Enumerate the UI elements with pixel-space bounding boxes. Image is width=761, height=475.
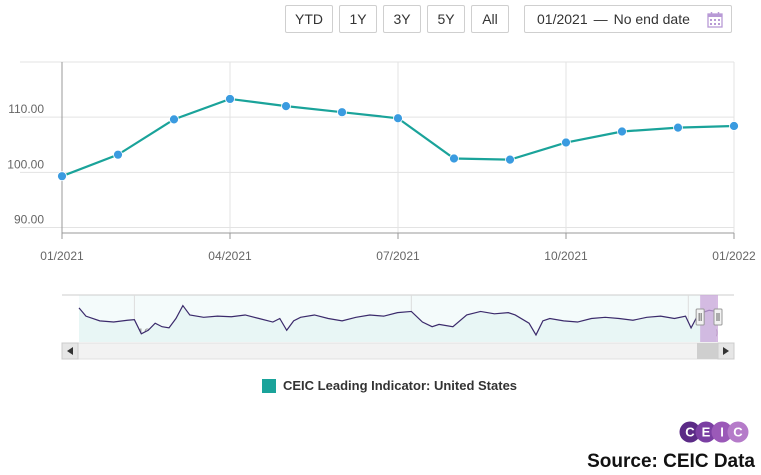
data-point: [673, 122, 683, 133]
navigator-layer: 198020002020: [61, 294, 735, 360]
scrollbar-track[interactable]: [61, 342, 735, 360]
range-3y-button[interactable]: 3Y: [383, 5, 421, 33]
x-tick-label: 01/2022: [712, 249, 756, 263]
y-tick-label: 110.00: [8, 102, 44, 116]
navigator-selection[interactable]: [700, 295, 718, 342]
range-ytd-button[interactable]: YTD: [285, 5, 333, 33]
logo-letter-i: I: [720, 425, 724, 440]
label-layer: 90.00 100.00 110.00 01/2021 04/2021 07/2021 10…: [7, 102, 756, 263]
range-all-button[interactable]: All: [471, 5, 509, 33]
data-point: [561, 137, 571, 148]
legend-label: CEIC Leading Indicator: United States: [283, 378, 518, 393]
data-point: [505, 154, 515, 165]
data-point: [113, 149, 123, 160]
logo-circle-4: [727, 421, 749, 443]
ceic-logo: C E I C: [679, 421, 749, 443]
source-note: Source: CEIC Data: [587, 451, 755, 472]
data-point: [337, 107, 347, 118]
data-point: [393, 113, 403, 124]
navigator-area: [79, 305, 716, 342]
data-point: [169, 114, 179, 125]
range-1y-button[interactable]: 1Y: [339, 5, 377, 33]
grid-layer: [20, 61, 735, 233]
legend[interactable]: CEIC Leading Indicator: United States: [262, 378, 517, 393]
range-navigator[interactable]: 198020002020: [0, 290, 761, 365]
navigator-left-handle[interactable]: [695, 308, 705, 326]
scroll-right-arrow-icon: [723, 347, 729, 355]
data-point: [57, 171, 67, 182]
navigator-line: [78, 304, 717, 337]
range-5y-button[interactable]: 5Y: [427, 5, 465, 33]
data-point: [225, 94, 235, 104]
logo-letter-c2: C: [733, 425, 743, 440]
logo-circle-3: [711, 421, 733, 443]
x-tick-label: 04/2021: [208, 249, 252, 263]
series-layer: [57, 94, 739, 182]
date-range-picker[interactable]: 01/2021 — No end date: [524, 5, 732, 33]
date-from: 01/2021: [537, 11, 588, 27]
data-point: [617, 126, 627, 137]
x-tick-label: 01/2021: [40, 249, 84, 263]
logo-circle-2: [695, 421, 717, 443]
legend-swatch: [262, 378, 276, 393]
date-to: No end date: [613, 11, 690, 27]
axis-layer: [61, 62, 735, 239]
date-separator: —: [593, 11, 608, 27]
x-tick-label: 10/2021: [544, 249, 588, 263]
calendar-icon[interactable]: [707, 11, 723, 28]
data-point: [449, 153, 459, 164]
navigator-right-handle[interactable]: [713, 308, 723, 326]
logo-circle-1: [679, 421, 701, 443]
scrollbar-thumb[interactable]: [697, 343, 718, 359]
y-tick-label: 100.00: [7, 157, 44, 171]
y-tick-label: 90.00: [14, 212, 44, 226]
line-chart: 90.00 100.00 110.00 01/2021 04/2021 07/2021 10…: [7, 61, 756, 263]
x-tick-label: 07/2021: [376, 249, 420, 263]
data-point: [281, 101, 291, 112]
data-point: [729, 121, 739, 131]
scroll-left-arrow-icon: [67, 347, 73, 355]
logo-letter-c1: C: [685, 425, 695, 440]
logo-letter-e: E: [702, 425, 711, 440]
